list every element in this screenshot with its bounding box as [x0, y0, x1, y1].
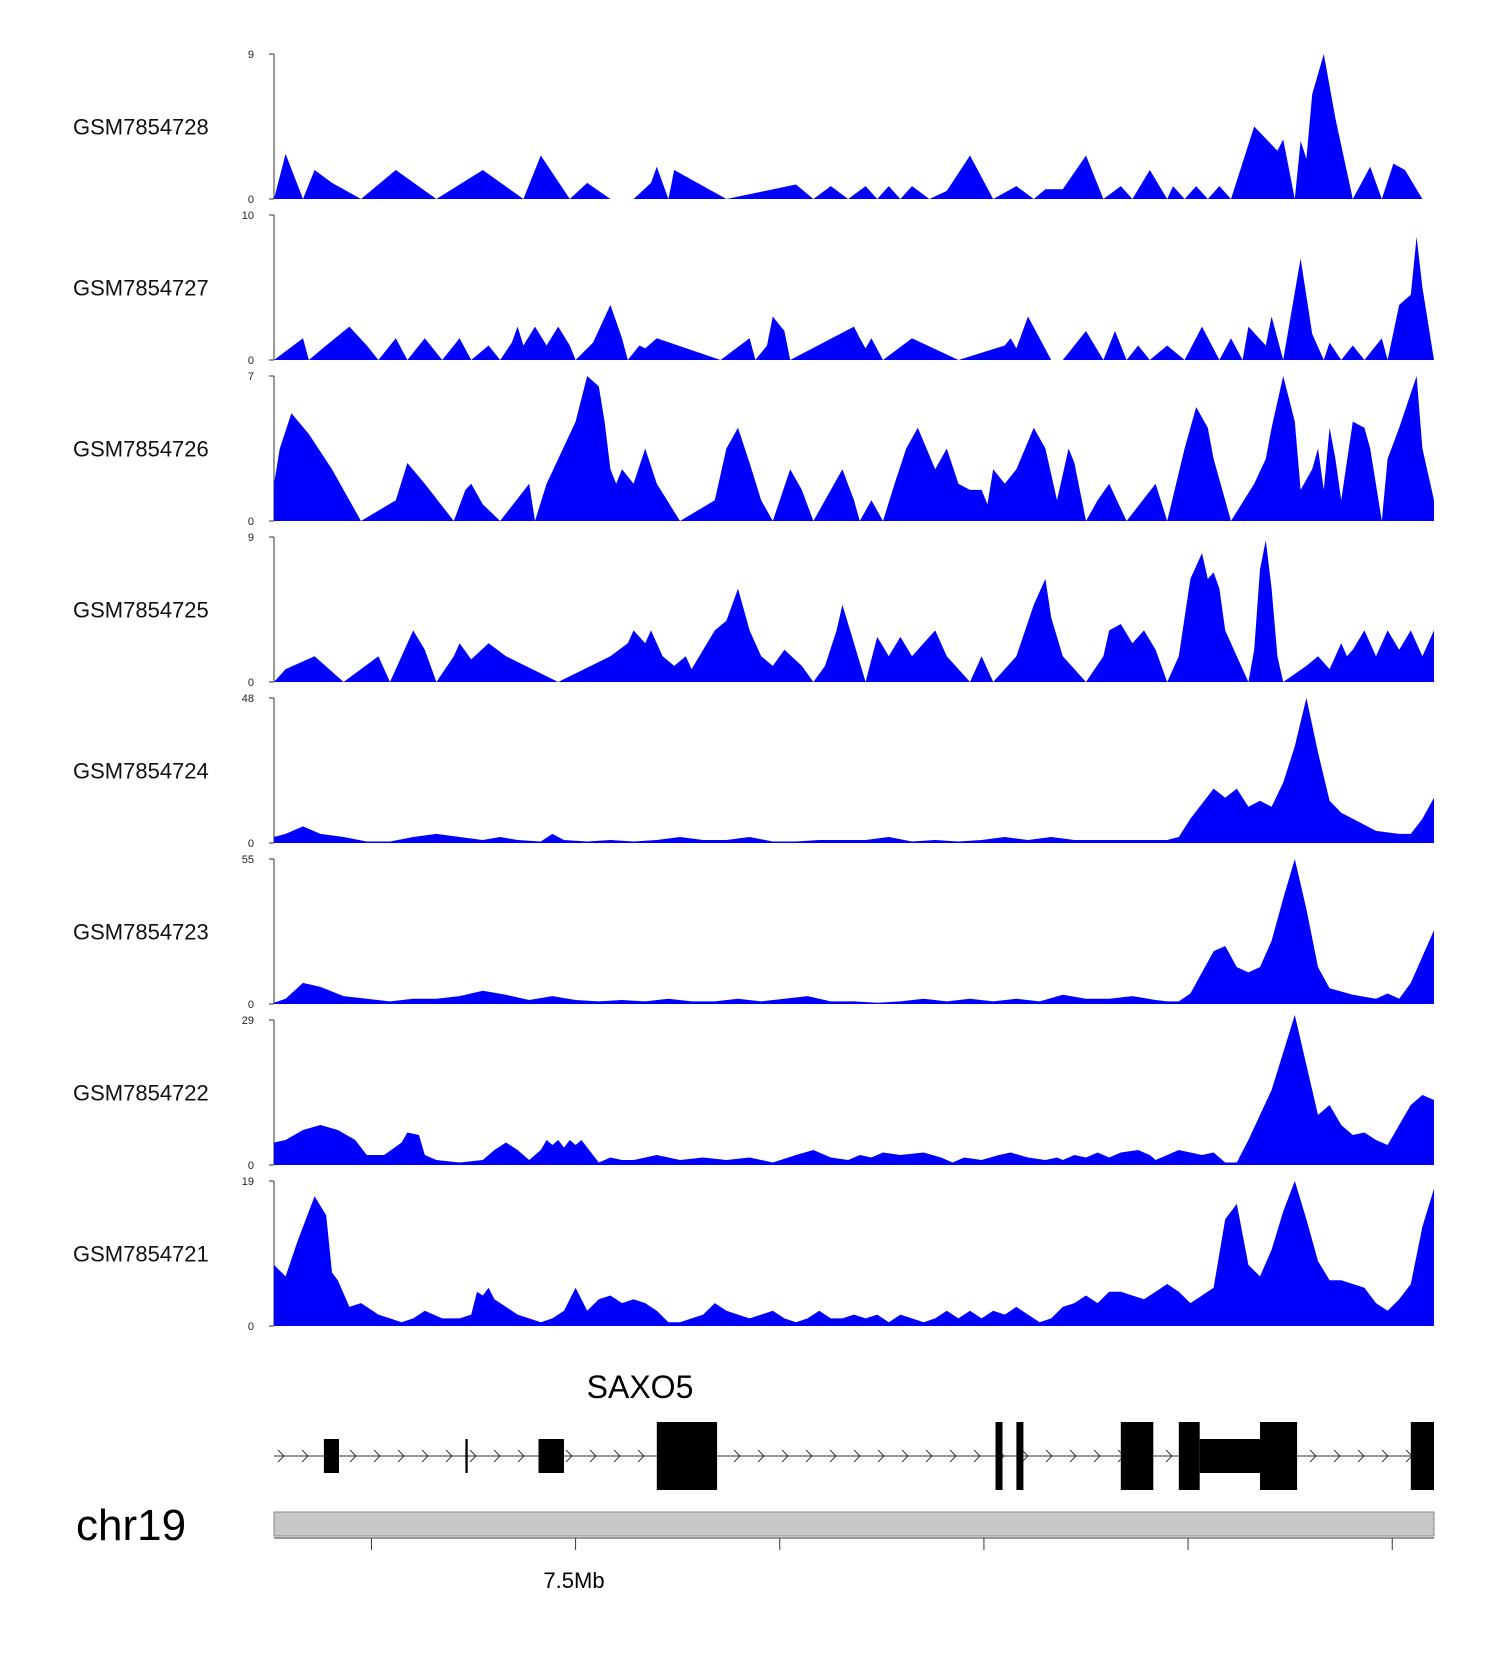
track-gsm7854727: GSM7854727 10 0: [73, 210, 1434, 367]
strand-arrow: [925, 1449, 933, 1463]
strand-arrow: [1309, 1449, 1317, 1463]
signal-area: [274, 540, 1434, 682]
y-axis-min-label: 0: [248, 1160, 254, 1172]
strand-arrow: [613, 1449, 621, 1463]
y-axis-max-label: 9: [248, 49, 254, 61]
signal-area: [274, 698, 1434, 843]
signal-area: [274, 859, 1434, 1004]
strand-arrow: [517, 1449, 525, 1463]
strand-arrow: [565, 1449, 573, 1463]
y-axis-min-label: 0: [248, 1321, 254, 1333]
track-gsm7854723: GSM7854723 55 0: [73, 854, 1434, 1011]
strand-arrow: [877, 1449, 885, 1463]
strand-arrow: [901, 1449, 909, 1463]
track-label: GSM7854723: [73, 920, 209, 945]
strand-arrow: [973, 1449, 981, 1463]
strand-arrow: [1045, 1449, 1053, 1463]
track-label: GSM7854722: [73, 1081, 209, 1106]
gene-label: SAXO5: [587, 1369, 694, 1405]
strand-arrow: [637, 1449, 645, 1463]
strand-arrow: [1357, 1449, 1365, 1463]
strand-arrow: [373, 1449, 381, 1463]
strand-arrow: [397, 1449, 405, 1463]
track-label: GSM7854725: [73, 598, 209, 623]
gene-exon: [1120, 1422, 1154, 1490]
y-axis-max-label: 19: [242, 1176, 254, 1188]
y-axis-max-label: 7: [248, 371, 254, 383]
strand-arrow: [1069, 1449, 1077, 1463]
signal-area: [274, 54, 1434, 199]
y-axis-min-label: 0: [248, 516, 254, 528]
x-axis-ticks: [370, 1538, 1393, 1550]
y-axis-max-label: 9: [248, 532, 254, 544]
y-axis-max-label: 55: [242, 854, 254, 866]
track-gsm7854728: GSM7854728 9 0: [73, 49, 1434, 206]
strand-arrow: [301, 1449, 309, 1463]
y-axis-max-label: 10: [242, 210, 254, 222]
gene-exon: [656, 1422, 718, 1490]
gene-track: SAXO5: [274, 1369, 1434, 1490]
track-label: GSM7854726: [73, 437, 209, 462]
track-gsm7854724: GSM7854724 48 0: [73, 693, 1434, 850]
y-axis-min-label: 0: [248, 999, 254, 1011]
strand-arrow: [1381, 1449, 1389, 1463]
chromosome-label: chr19: [76, 1501, 186, 1550]
strand-arrow: [469, 1449, 477, 1463]
signal-area: [274, 376, 1434, 521]
strand-arrow: [1021, 1449, 1029, 1463]
gene-exon: [465, 1439, 468, 1473]
track-gsm7854721: GSM7854721 19 0: [73, 1176, 1434, 1333]
strand-arrow: [829, 1449, 837, 1463]
y-axis-max-label: 29: [242, 1015, 254, 1027]
track-label: GSM7854721: [73, 1242, 209, 1267]
y-axis-min-label: 0: [248, 677, 254, 689]
strand-arrow: [493, 1449, 501, 1463]
gene-exon: [1178, 1422, 1200, 1490]
track-label: GSM7854728: [73, 115, 209, 140]
strand-arrow: [757, 1449, 765, 1463]
signal-area: [274, 236, 1434, 360]
chromosome-ideogram: [273, 1511, 1435, 1537]
track-label: GSM7854724: [73, 759, 209, 784]
strand-arrow: [949, 1449, 957, 1463]
y-axis-max-label: 48: [242, 693, 254, 705]
track-gsm7854726: GSM7854726 7 0: [73, 371, 1434, 528]
track-gsm7854722: GSM7854722 29 0: [73, 1015, 1434, 1172]
strand-arrow: [589, 1449, 597, 1463]
strand-arrow: [853, 1449, 861, 1463]
gene-exon: [1199, 1439, 1260, 1473]
gene-exon: [538, 1439, 564, 1473]
gene-exons: [323, 1422, 1434, 1490]
track-label: GSM7854727: [73, 276, 209, 301]
y-axis-min-label: 0: [248, 838, 254, 850]
strand-arrow: [1093, 1449, 1101, 1463]
x-axis-tick-label: 7.5Mb: [543, 1568, 604, 1593]
strand-arrow: [1333, 1449, 1341, 1463]
signal-area: [274, 1181, 1434, 1326]
track-gsm7854725: GSM7854725 9 0: [73, 532, 1434, 689]
strand-arrow: [733, 1449, 741, 1463]
gene-exon: [1410, 1422, 1434, 1490]
y-axis-min-label: 0: [248, 355, 254, 367]
signal-tracks: GSM785472890GSM7854727100GSM785472670GSM…: [73, 49, 1434, 1333]
gene-exon: [1016, 1422, 1024, 1490]
gene-exon: [1260, 1422, 1298, 1490]
strand-arrow: [421, 1449, 429, 1463]
strand-arrow: [805, 1449, 813, 1463]
gene-exon: [995, 1422, 1003, 1490]
chromosome-track: chr19 7.5Mb: [76, 1501, 1435, 1593]
strand-arrow: [781, 1449, 789, 1463]
strand-arrow: [277, 1449, 285, 1463]
y-axis-min-label: 0: [248, 194, 254, 206]
strand-arrow: [445, 1449, 453, 1463]
gene-exon: [323, 1439, 339, 1473]
strand-arrow: [349, 1449, 357, 1463]
signal-area: [274, 1015, 1434, 1165]
gene-strand-arrows: [277, 1449, 1413, 1463]
strand-arrow: [1165, 1449, 1173, 1463]
